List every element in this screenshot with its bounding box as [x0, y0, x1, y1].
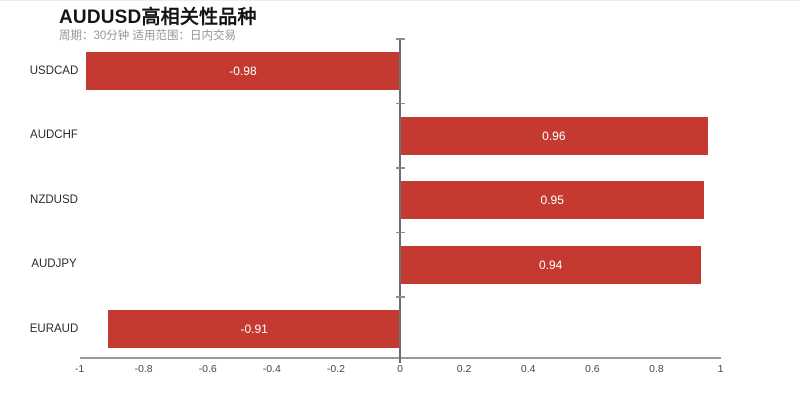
x-tick-label: -0.6 — [198, 363, 217, 375]
x-tick-label: 0.2 — [456, 363, 472, 375]
bar-value-label: -0.91 — [240, 322, 268, 337]
x-tick-label: 0 — [397, 363, 403, 375]
x-tick-label: 0.8 — [649, 363, 664, 375]
category-label-audchf: AUDCHF — [30, 129, 78, 142]
x-tick-label: 1 — [717, 363, 724, 375]
zero-axis-tick — [395, 231, 405, 234]
bar-nzdusd: 0.95 — [400, 181, 705, 220]
zero-axis-tick — [395, 167, 405, 169]
category-label-usdcad: USDCAD — [29, 64, 79, 77]
bar-audchf: 0.96 — [400, 116, 708, 155]
x-tick-label: -1 — [74, 363, 85, 375]
category-label-euraud: EURAUD — [29, 322, 79, 335]
bar-usdcad: -0.98 — [85, 52, 400, 91]
x-tick-label: -0.4 — [262, 363, 281, 375]
bar-value-label: 0.95 — [540, 193, 564, 208]
bar-audjpy: 0.94 — [400, 245, 702, 284]
zero-axis-tick — [395, 38, 405, 40]
chart-title: AUDUSD高相关性品种 — [59, 7, 257, 28]
category-label-audjpy: AUDJPY — [31, 258, 77, 271]
zero-axis-tick — [395, 102, 405, 105]
zero-axis-line — [399, 39, 401, 363]
category-label-nzdusd: NZDUSD — [30, 193, 78, 206]
bar-value-label: 0.96 — [542, 128, 566, 143]
zero-axis-tick — [395, 296, 405, 298]
bar-euraud: -0.91 — [108, 310, 400, 349]
bar-value-label: 0.94 — [538, 257, 563, 272]
x-tick-label: 0.6 — [584, 363, 600, 375]
x-tick-label: 0.4 — [520, 363, 536, 375]
chart-subtitle: 周期：30分钟 适用范围：日内交易 — [59, 30, 236, 42]
x-tick-label: -0.2 — [326, 363, 345, 375]
x-tick-label: -0.8 — [134, 363, 153, 375]
bar-value-label: -0.98 — [229, 64, 257, 79]
